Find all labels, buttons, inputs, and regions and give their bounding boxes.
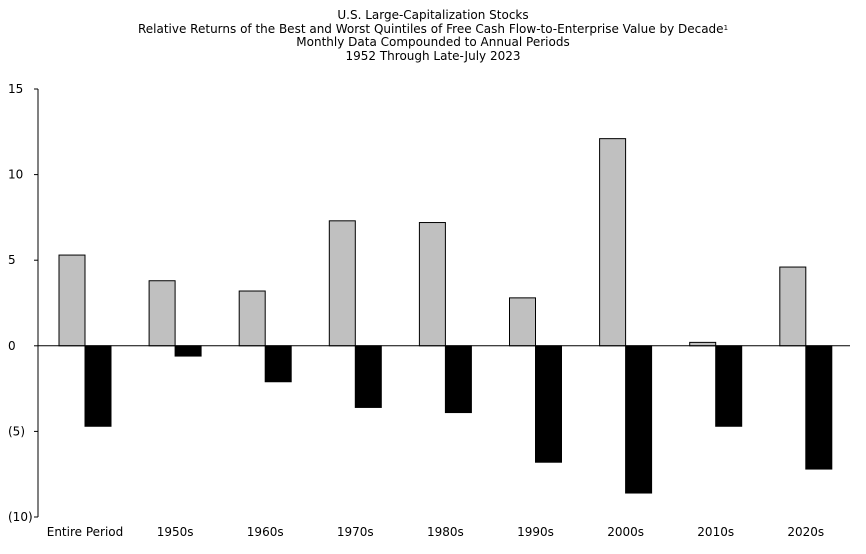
bar-best-quintile	[689, 341, 717, 347]
bar-worst-quintile	[354, 345, 382, 408]
x-category-label: 1990s	[517, 525, 554, 539]
x-category-label: 1950s	[157, 525, 194, 539]
x-category-label: 2010s	[697, 525, 734, 539]
chart-title: U.S. Large-Capitalization Stocks	[337, 8, 529, 22]
bar-best-quintile	[779, 266, 807, 347]
footnote-marker: 1	[723, 23, 729, 32]
y-tick-label: (10)	[8, 510, 33, 524]
bar-best-quintile	[148, 280, 176, 347]
bar-best-quintile	[58, 254, 86, 347]
bar-worst-quintile	[264, 345, 292, 383]
y-tick-label: 15	[8, 82, 23, 96]
y-tick-label: 10	[8, 168, 23, 182]
x-category-label: 2020s	[787, 525, 824, 539]
bar-best-quintile	[418, 222, 446, 347]
bar-best-quintile	[509, 297, 536, 347]
x-category-label: 2000s	[607, 525, 644, 539]
bar-worst-quintile	[84, 345, 112, 427]
bar-best-quintile	[238, 290, 266, 347]
chart-subtitle-line-3: 1952 Through Late-July 2023	[345, 48, 521, 63]
bar-worst-quintile	[535, 345, 562, 463]
chart-titles: U.S. Large-Capitalization Stocks Relativ…	[0, 8, 866, 63]
bar-worst-quintile	[715, 345, 743, 427]
chart-subtitle-line-2: Monthly Data Compounded to Annual Period…	[296, 35, 570, 49]
y-tick-label: 0	[8, 339, 16, 353]
y-tick-label: 5	[8, 253, 16, 267]
bar-worst-quintile	[625, 345, 653, 494]
x-category-label: 1980s	[427, 525, 464, 539]
x-category-label: 1960s	[247, 525, 284, 539]
bar-best-quintile	[599, 138, 627, 347]
x-category-label: Entire Period	[47, 525, 124, 539]
bar-worst-quintile	[174, 345, 202, 357]
x-category-label: 1970s	[337, 525, 374, 539]
bar-worst-quintile	[444, 345, 472, 414]
y-tick-label: (5)	[8, 424, 25, 438]
chart-subtitle-text: Relative Returns of the Best and Worst Q…	[137, 21, 724, 36]
bar-worst-quintile	[805, 345, 833, 470]
bar-best-quintile	[328, 220, 356, 347]
chart-subtitle-line-1: Relative Returns of the Best and Worst Q…	[0, 21, 866, 37]
